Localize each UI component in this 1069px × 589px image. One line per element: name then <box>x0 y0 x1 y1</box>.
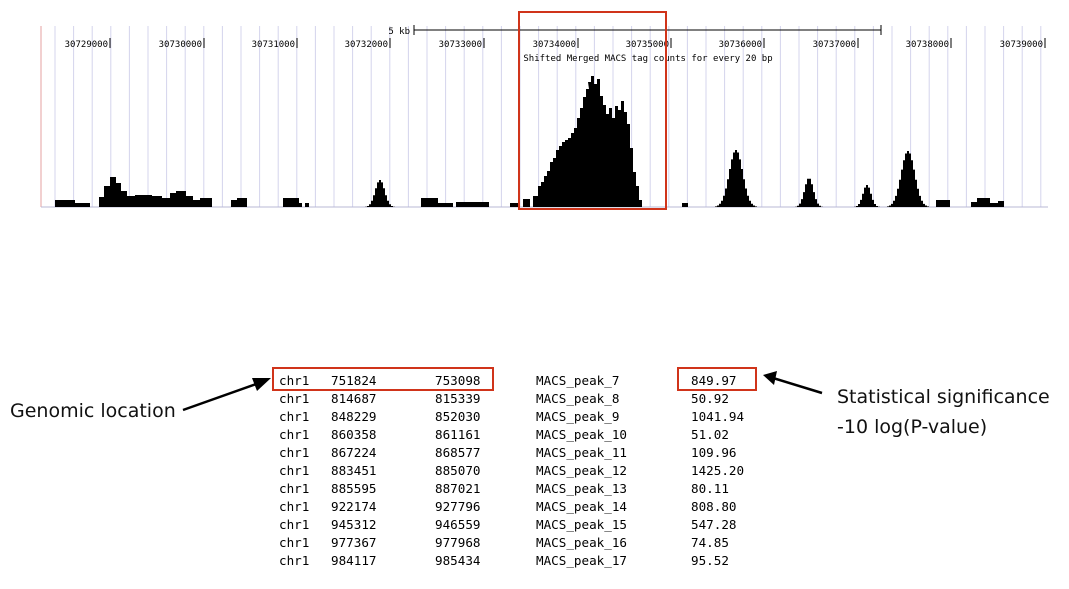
start-cell: 984117 <box>331 553 377 568</box>
scale-bar: 5 kb <box>388 25 882 37</box>
score-cell: 547.28 <box>691 517 737 532</box>
score-cell: 849.97 <box>691 373 737 388</box>
peak-name-cell: MACS_peak_13 <box>536 481 627 496</box>
end-cell: 927796 <box>435 499 481 514</box>
score-cell: 808.80 <box>691 499 737 514</box>
tag-count-signal <box>55 76 1004 207</box>
tick-label: 30736000 <box>719 40 762 50</box>
start-cell: 860358 <box>331 427 377 442</box>
peak-name-cell: MACS_peak_7 <box>536 373 620 388</box>
end-cell: 815339 <box>435 391 481 406</box>
chrom-cell: chr1 <box>279 481 310 496</box>
tick-label: 30739000 <box>1000 40 1043 50</box>
tick-label: 30738000 <box>906 40 949 50</box>
start-cell: 945312 <box>331 517 377 532</box>
peak-name-cell: MACS_peak_17 <box>536 553 627 568</box>
score-cell: 74.85 <box>691 535 729 550</box>
scale-bar-label: 5 kb <box>388 27 410 37</box>
chrom-cell: chr1 <box>279 517 310 532</box>
peak-name-cell: MACS_peak_15 <box>536 517 627 532</box>
significance-label-line1: Statistical significance <box>837 386 1050 408</box>
end-cell: 946559 <box>435 517 481 532</box>
score-cell: 51.02 <box>691 427 729 442</box>
chrom-cell: chr1 <box>279 373 310 388</box>
location-arrow-head <box>252 378 271 391</box>
significance-label-line2: -10 log(P-value) <box>837 416 988 438</box>
score-cell: 80.11 <box>691 481 729 496</box>
start-cell: 814687 <box>331 391 377 406</box>
chrom-cell: chr1 <box>279 427 310 442</box>
chrom-cell: chr1 <box>279 391 310 406</box>
score-cell: 50.92 <box>691 391 729 406</box>
chrom-cell: chr1 <box>279 409 310 424</box>
track-title: Shifted Merged MACS tag counts for every… <box>523 54 772 64</box>
tick-label: 30737000 <box>813 40 856 50</box>
chrom-cell: chr1 <box>279 535 310 550</box>
significance-arrow-line <box>772 376 823 395</box>
end-cell: 977968 <box>435 535 481 550</box>
chrom-cell: chr1 <box>279 445 310 460</box>
start-cell: 885595 <box>331 481 377 496</box>
position-ticks: 30729000 30730000 30731000 30732000 30733000… <box>65 38 1046 50</box>
start-cell: 977367 <box>331 535 377 550</box>
genomic-location-label: Genomic location <box>10 400 176 422</box>
score-cell: 1041.94 <box>691 409 745 424</box>
end-cell: 861161 <box>435 427 481 442</box>
score-cell: 95.52 <box>691 553 729 568</box>
tick-label: 30729000 <box>65 40 108 50</box>
tick-label: 30735000 <box>626 40 669 50</box>
tick-label: 30732000 <box>345 40 388 50</box>
start-cell: 922174 <box>331 499 377 514</box>
start-cell: 867224 <box>331 445 377 460</box>
peak-name-cell: MACS_peak_8 <box>536 391 620 406</box>
start-cell: 883451 <box>331 463 377 478</box>
tick-label: 30731000 <box>252 40 295 50</box>
start-cell: 751824 <box>331 373 377 388</box>
genome-browser-track: 5 kb 30729000 30730000 30731000 30732000 307… <box>40 11 1048 210</box>
tick-label: 30733000 <box>439 40 482 50</box>
end-cell: 852030 <box>435 409 481 424</box>
peak-name-cell: MACS_peak_14 <box>536 499 627 514</box>
end-cell: 885070 <box>435 463 481 478</box>
peak-name-cell: MACS_peak_10 <box>536 427 627 442</box>
peak-name-cell: MACS_peak_16 <box>536 535 627 550</box>
chrom-cell: chr1 <box>279 499 310 514</box>
tick-label: 30734000 <box>533 40 576 50</box>
end-cell: 887021 <box>435 481 481 496</box>
end-cell: 753098 <box>435 373 481 388</box>
location-arrow-line <box>182 380 263 412</box>
peak-highlight-box <box>518 11 667 210</box>
chrom-cell: chr1 <box>279 463 310 478</box>
start-cell: 848229 <box>331 409 377 424</box>
peak-name-cell: MACS_peak_9 <box>536 409 620 424</box>
score-cell: 1425.20 <box>691 463 745 478</box>
peak-name-cell: MACS_peak_11 <box>536 445 627 460</box>
tick-label: 30730000 <box>159 40 202 50</box>
score-cell: 109.96 <box>691 445 737 460</box>
significance-arrow-head <box>763 371 777 385</box>
chrom-cell: chr1 <box>279 553 310 568</box>
end-cell: 985434 <box>435 553 481 568</box>
peak-name-cell: MACS_peak_12 <box>536 463 627 478</box>
end-cell: 868577 <box>435 445 481 460</box>
